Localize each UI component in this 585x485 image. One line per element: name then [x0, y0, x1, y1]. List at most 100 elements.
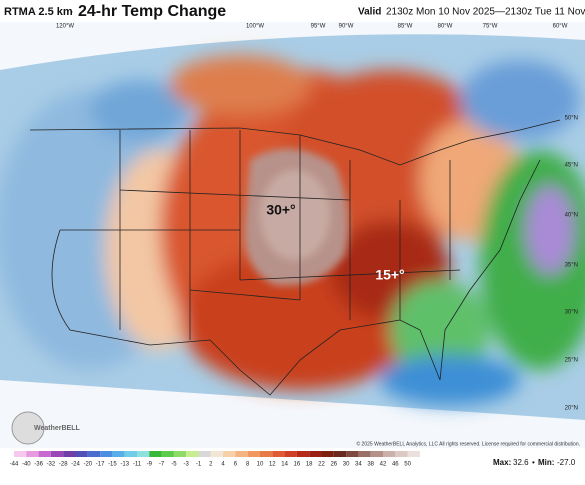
colorbar-swatch: [321, 451, 334, 457]
colorbar-label: -7: [159, 462, 165, 468]
colorbar-swatch: [309, 451, 322, 457]
logo: WeatherBELL: [11, 411, 80, 445]
valid-label: Valid: [358, 7, 381, 18]
product: RTMA 2.5 km: [4, 6, 73, 18]
colorbar-label: 30: [343, 462, 350, 468]
colorbar-label: 46: [392, 462, 399, 468]
colorbar-swatch: [383, 451, 396, 457]
colorbar-label: -28: [59, 462, 68, 468]
min-value: -27.0: [557, 458, 576, 467]
colorbar-label: -24: [71, 462, 80, 468]
colorbar-swatch: [100, 451, 113, 457]
colorbar-label: -44: [10, 462, 19, 468]
colorbar-swatch: [284, 451, 297, 457]
colorbar-swatch: [358, 451, 371, 457]
colorbar-label: -40: [22, 462, 31, 468]
latitude-labels: 50°N 45°N 40°N 35°N 30°N 25°N 20°N: [565, 116, 578, 412]
latitude-label: 25°N: [565, 358, 578, 364]
longitude-label: 120°W: [56, 24, 74, 30]
colorbar-label: 26: [330, 462, 337, 468]
colorbar-label: 50: [404, 462, 411, 468]
logo-text: WeatherBELL: [34, 425, 80, 432]
colorbar-label: 18: [306, 462, 313, 468]
colorbar-swatch: [333, 451, 347, 457]
warm-core: [244, 148, 349, 286]
colorbar-swatch: [395, 451, 408, 457]
colorbar-label: 4: [221, 462, 225, 468]
latitude-label: 30°N: [565, 310, 578, 316]
colorbar-label: -17: [96, 462, 105, 468]
colorbar-label: -5: [171, 462, 177, 468]
colorbar-swatch: [407, 451, 420, 457]
colorbar-label: 16: [294, 462, 301, 468]
min-label: Min:: [538, 458, 554, 467]
longitude-label: 80°W: [438, 24, 453, 30]
logo-badge: [11, 411, 45, 445]
colorbar-swatch: [38, 451, 51, 457]
colorbar-label: -36: [34, 462, 43, 468]
colorbar-swatch: [173, 451, 187, 457]
colorbar-swatch: [87, 451, 101, 457]
colorbar-swatch: [137, 451, 150, 457]
colorbar-swatch: [272, 451, 285, 457]
colorbar-swatch: [260, 451, 273, 457]
colorbar-label: 12: [269, 462, 276, 468]
colorbar-swatch: [112, 451, 125, 457]
longitude-label: 90°W: [339, 24, 354, 30]
copyright: © 2025 WeatherBELL Analytics, LLC All ri…: [356, 440, 580, 447]
colorbar-swatch: [186, 451, 199, 457]
colorbar-label: -11: [133, 462, 142, 468]
colorbar-swatch: [26, 451, 39, 457]
longitude-labels: 120°W 100°W 95°W 90°W 85°W 80°W 75°W 60°W: [56, 24, 568, 30]
colorbar-label: -3: [184, 462, 190, 468]
colorbar-label: 8: [246, 462, 250, 468]
colorbar-swatch: [14, 451, 27, 457]
latitude-label: 45°N: [565, 163, 578, 169]
colorbar-label: 22: [318, 462, 325, 468]
map: [0, 22, 585, 448]
max-value: 32.6: [513, 458, 529, 467]
colorbar-label: 6: [234, 462, 238, 468]
colorbar-label: -9: [147, 462, 153, 468]
colorbar-label: 42: [380, 462, 387, 468]
latitude-label: 50°N: [565, 116, 578, 122]
colorbar-label: -15: [108, 462, 117, 468]
colorbar-label: 14: [281, 462, 288, 468]
colorbar-label: -1: [196, 462, 202, 468]
longitude-label: 100°W: [246, 24, 264, 30]
annotation: 30+°: [266, 202, 295, 218]
latitude-label: 40°N: [565, 213, 578, 219]
colorbar-swatch: [296, 451, 310, 457]
title: 24-hr Temp Change: [78, 3, 226, 20]
colorbar-swatch: [63, 451, 76, 457]
colorbar-label: 10: [257, 462, 264, 468]
colorbar-swatch: [247, 451, 260, 457]
valid-text: 2130z Mon 10 Nov 2025—2130z Tue 11 Nov 2…: [386, 7, 585, 18]
longitude-label: 60°W: [553, 24, 568, 30]
longitude-label: 85°W: [398, 24, 413, 30]
latitude-label: 35°N: [565, 263, 578, 269]
colorbar-label: -32: [47, 462, 56, 468]
longitude-label: 75°W: [483, 24, 498, 30]
colorbar-swatch: [223, 451, 236, 457]
colorbar-label: -13: [120, 462, 129, 468]
separator: ·: [70, 6, 74, 18]
stats: Max: 32.6 • Min: -27.0: [493, 458, 576, 467]
colorbar-swatch: [161, 451, 174, 457]
colorbar-swatch: [149, 451, 162, 457]
colorbar-swatch: [50, 451, 64, 457]
borders: [29, 119, 561, 396]
colorbar-swatch: [235, 451, 248, 457]
header: RTMA 2.5 km · 24-hr Temp Change Valid 21…: [4, 3, 585, 20]
colorbar-label: -20: [83, 462, 92, 468]
colorbar-label: 34: [355, 462, 362, 468]
longitude-label: 95°W: [311, 24, 326, 30]
colorbar-swatch: [124, 451, 137, 457]
colorbar-swatch: [75, 451, 88, 457]
colorbar-label: 38: [367, 462, 374, 468]
colorbar-swatch: [210, 451, 224, 457]
max-label: Max:: [493, 458, 511, 467]
colorbar-label: 2: [209, 462, 213, 468]
annotation: 15+°: [375, 267, 404, 283]
